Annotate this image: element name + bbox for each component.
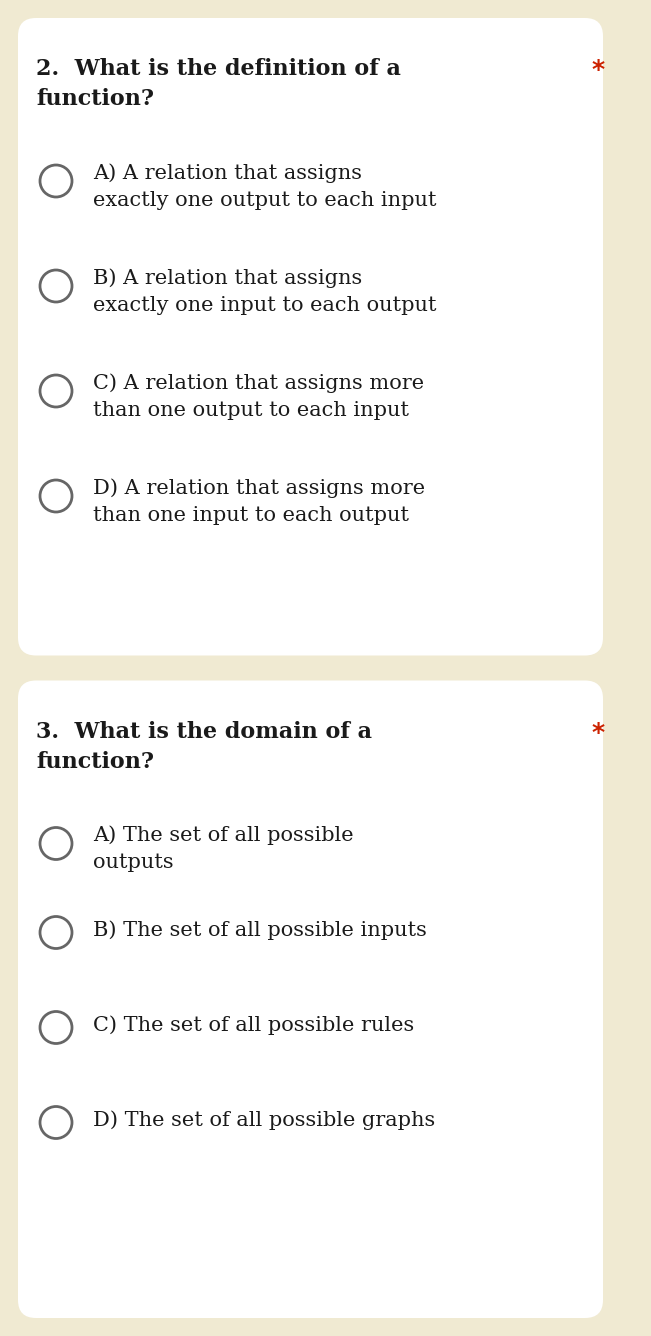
- FancyBboxPatch shape: [18, 680, 603, 1319]
- Text: *: *: [591, 57, 604, 81]
- Text: exactly one input to each output: exactly one input to each output: [93, 297, 437, 315]
- Text: B) The set of all possible inputs: B) The set of all possible inputs: [93, 921, 427, 941]
- Text: 2.  What is the definition of a: 2. What is the definition of a: [36, 57, 401, 80]
- Text: D) The set of all possible graphs: D) The set of all possible graphs: [93, 1110, 436, 1130]
- Text: D) A relation that assigns more: D) A relation that assigns more: [93, 478, 425, 498]
- Text: A) A relation that assigns: A) A relation that assigns: [93, 163, 362, 183]
- Bar: [623, 0, 651, 1336]
- Text: function?: function?: [36, 751, 154, 772]
- Text: 3.  What is the domain of a: 3. What is the domain of a: [36, 720, 372, 743]
- Text: than one output to each input: than one output to each input: [93, 401, 409, 420]
- Text: A) The set of all possible: A) The set of all possible: [93, 826, 353, 846]
- Text: than one input to each output: than one input to each output: [93, 506, 409, 525]
- Text: function?: function?: [36, 88, 154, 110]
- Text: C) A relation that assigns more: C) A relation that assigns more: [93, 373, 424, 393]
- Text: *: *: [591, 720, 604, 744]
- FancyBboxPatch shape: [18, 17, 603, 656]
- Text: B) A relation that assigns: B) A relation that assigns: [93, 269, 362, 287]
- Text: outputs: outputs: [93, 854, 174, 872]
- Text: C) The set of all possible rules: C) The set of all possible rules: [93, 1015, 414, 1035]
- Text: exactly one output to each input: exactly one output to each input: [93, 191, 437, 210]
